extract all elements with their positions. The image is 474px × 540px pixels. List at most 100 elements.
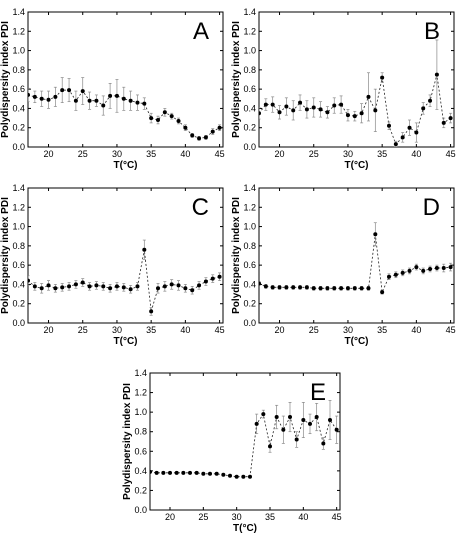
y-tick-label: 0.6 (134, 446, 147, 456)
y-axis-label: Polydispersity index PDI (231, 197, 242, 314)
data-point (183, 286, 188, 291)
data-point (135, 100, 140, 105)
data-point (373, 108, 378, 113)
y-tick-label: 0.2 (243, 299, 256, 309)
y-tick-label: 1.2 (134, 388, 147, 398)
data-point (210, 129, 215, 134)
y-tick-label: 1.4 (134, 368, 147, 378)
data-point (53, 286, 58, 291)
data-point (108, 286, 113, 291)
data-point (281, 427, 286, 432)
data-series (28, 239, 222, 316)
y-tick-label: 0.8 (12, 65, 25, 75)
data-point (294, 437, 299, 442)
y-tick-label: 1.0 (243, 222, 256, 232)
chart-panel-a: 0.0 0.2 0.4 0.6 0.8 1.0 1.2 1.4 20 25 30 35 40 45 T(°C… (0, 7, 225, 171)
data-point (101, 103, 106, 108)
data-point (339, 102, 344, 107)
data-point (414, 130, 419, 135)
x-tick-label: 35 (377, 325, 387, 335)
y-tick-label: 0.0 (134, 505, 147, 515)
data-point (60, 88, 65, 93)
data-point (46, 283, 51, 288)
data-point (387, 123, 391, 128)
x-axis-label: T(°C) (345, 336, 369, 347)
data-point (154, 470, 159, 475)
data-point (194, 470, 199, 475)
x-tick-label: 40 (298, 512, 308, 522)
data-point (428, 267, 433, 271)
data-point (183, 125, 188, 130)
data-series (259, 222, 453, 295)
data-point (217, 274, 222, 279)
data-point (288, 415, 292, 420)
data-point (87, 284, 92, 289)
data-point (407, 268, 412, 273)
data-point (94, 98, 99, 103)
data-point (169, 282, 174, 287)
data-point (181, 470, 186, 475)
data-point (121, 285, 126, 290)
data-point (325, 110, 330, 115)
data-point (380, 290, 385, 295)
data-point (345, 286, 350, 291)
data-point (339, 286, 344, 291)
data-point (32, 94, 37, 99)
y-tick-label: 1.2 (243, 26, 256, 36)
x-tick-label: 40 (180, 149, 190, 159)
data-point (150, 469, 152, 474)
data-point (428, 98, 433, 103)
data-point (261, 412, 266, 417)
data-point (448, 116, 453, 121)
y-tick-label: 0.6 (12, 260, 25, 270)
data-point (259, 111, 261, 116)
data-point (291, 285, 296, 290)
panel-letter-d: D (423, 194, 440, 221)
x-tick-label: 30 (112, 149, 122, 159)
data-point (421, 106, 426, 111)
data-point (162, 110, 167, 115)
data-point (277, 110, 282, 115)
data-point (228, 473, 232, 478)
data-point (298, 285, 303, 290)
x-tick-label: 25 (198, 512, 208, 522)
data-point (121, 96, 126, 101)
data-point (101, 284, 106, 289)
panel-letter-c: C (192, 194, 209, 221)
data-point (32, 284, 37, 289)
data-point (190, 288, 195, 293)
data-point (263, 284, 268, 289)
y-tick-label: 1.4 (12, 183, 25, 193)
y-tick-label: 0.0 (243, 318, 256, 328)
x-tick-label: 45 (215, 149, 225, 159)
data-point (114, 284, 119, 289)
x-axis-label: T(°C) (233, 523, 257, 534)
data-point (345, 113, 350, 118)
data-point (169, 114, 174, 119)
data-point (234, 474, 239, 479)
data-series (150, 400, 339, 479)
data-point (87, 98, 92, 103)
data-point (270, 102, 275, 107)
x-tick-label: 45 (446, 325, 456, 335)
data-point (161, 470, 166, 475)
data-point (142, 101, 147, 106)
data-point (241, 474, 246, 479)
data-point (407, 125, 412, 130)
chart-panel-d: 0.0 0.2 0.4 0.6 0.8 1.0 1.2 1.4 20 25 30 35 40 45 T(°C… (231, 183, 456, 347)
data-point (168, 470, 172, 475)
y-tick-label: 0.8 (243, 241, 256, 251)
data-point (334, 427, 339, 432)
data-point (291, 108, 296, 113)
data-point (400, 270, 405, 275)
y-tick-label: 0.6 (243, 260, 256, 270)
chart-panel-c: 0.0 0.2 0.4 0.6 0.8 1.0 1.2 1.4 20 25 30 35 40 45 T(°C… (0, 183, 225, 347)
data-point (28, 278, 30, 283)
y-tick-label: 1.0 (243, 46, 256, 56)
data-point (318, 286, 323, 291)
data-point (53, 94, 58, 99)
data-point (135, 284, 140, 289)
data-point (441, 120, 446, 125)
y-tick-label: 0.4 (12, 279, 25, 289)
x-tick-label: 20 (275, 149, 285, 159)
